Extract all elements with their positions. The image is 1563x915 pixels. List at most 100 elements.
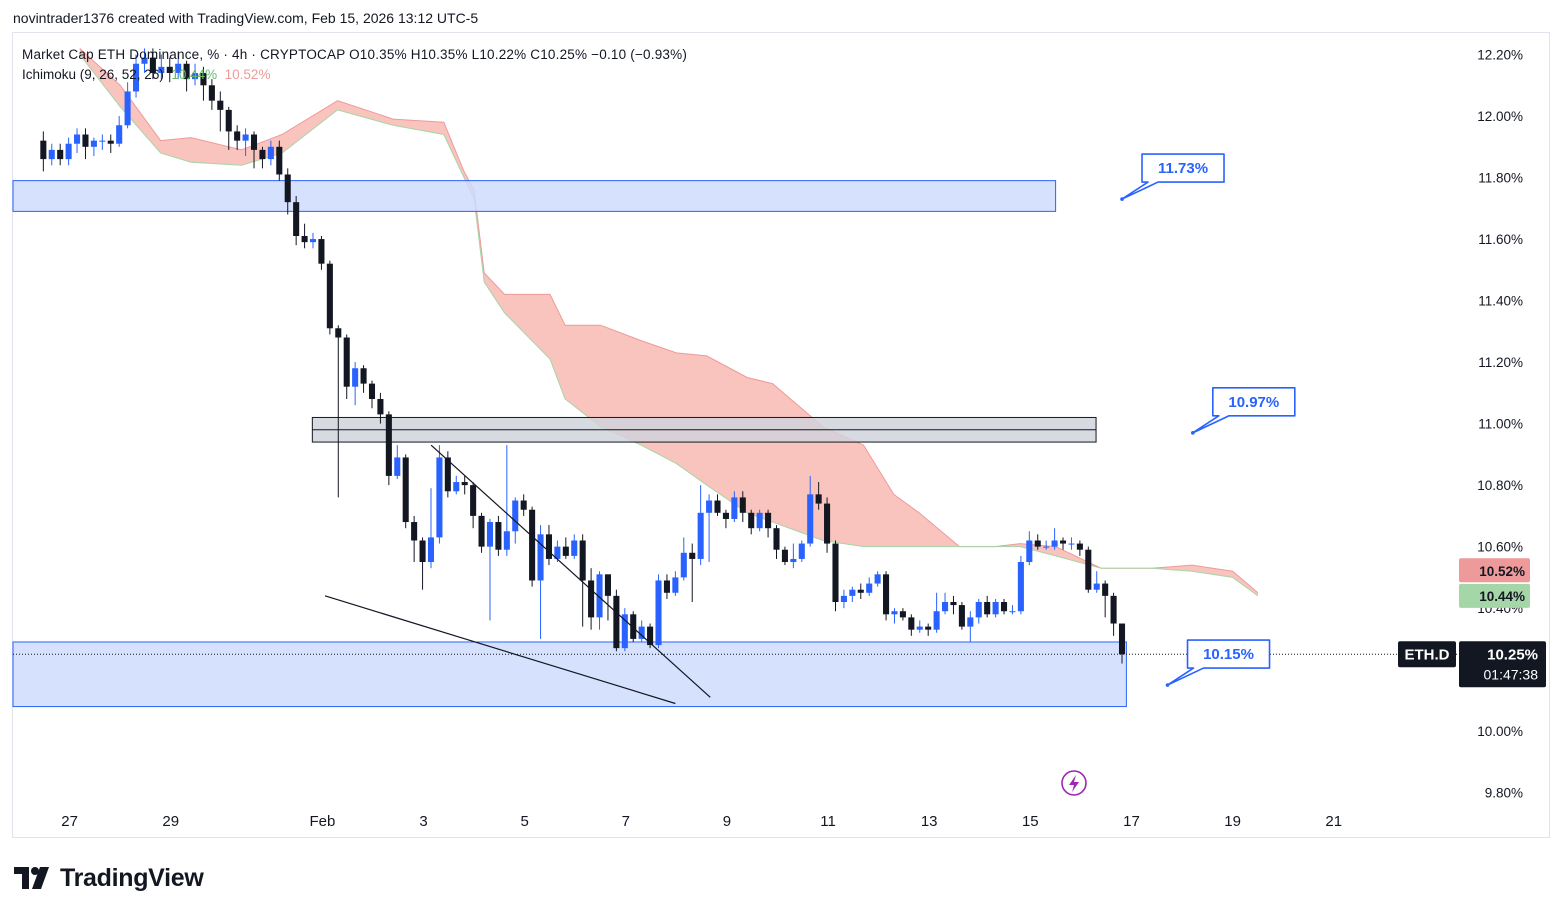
candle-body	[832, 543, 839, 603]
ichimoku-value-a: 10.44%	[171, 67, 218, 82]
candle	[579, 534, 586, 627]
x-tick-label: 5	[521, 813, 529, 830]
candle	[596, 571, 603, 630]
y-tick-label: 11.60%	[1478, 232, 1523, 247]
candle	[899, 608, 906, 621]
candle-body	[411, 522, 418, 541]
candle	[773, 525, 780, 559]
candle	[588, 568, 595, 630]
y-tick-label: 10.60%	[1477, 540, 1523, 555]
candle-body	[571, 540, 578, 556]
candle	[158, 54, 165, 80]
candle-body	[48, 149, 55, 160]
candle-body	[1043, 546, 1050, 548]
candle-body	[175, 63, 182, 73]
tradingview-logo[interactable]: TradingView	[14, 864, 204, 892]
candle-body	[394, 457, 401, 476]
x-tick-label: 9	[723, 813, 731, 830]
candle-body	[124, 91, 131, 126]
ichimoku-span-a-line	[79, 48, 1259, 594]
candle-body	[352, 368, 359, 387]
x-tick-label: 13	[921, 813, 938, 830]
candle-body	[1076, 543, 1083, 550]
candle	[798, 540, 805, 563]
callouts-layer[interactable]: 11.73% 10.97% 10.15%	[1120, 153, 1296, 687]
candle	[840, 589, 847, 609]
candle	[1059, 537, 1067, 550]
candle-body	[824, 503, 831, 544]
candle-body	[309, 239, 317, 243]
symbol-tag-box	[1398, 641, 1456, 668]
candle	[200, 66, 207, 101]
price-callout[interactable]: 11.73%	[1120, 153, 1225, 201]
candle-body	[208, 85, 215, 101]
candle-body	[1093, 583, 1100, 590]
candle-body	[874, 574, 881, 584]
x-tick-label: 27	[61, 813, 78, 830]
candle-body	[866, 583, 873, 593]
candle	[672, 571, 679, 596]
candle-body	[630, 614, 637, 639]
candle	[722, 509, 729, 529]
candle	[849, 586, 856, 603]
candle	[520, 494, 527, 516]
wedge-upper-line[interactable]	[430, 444, 711, 698]
candle-body	[133, 63, 140, 92]
candle-body	[495, 522, 502, 550]
candle	[647, 623, 654, 649]
candle-body	[1034, 540, 1041, 547]
x-tick-label: 15	[1022, 813, 1039, 830]
candle	[562, 537, 569, 559]
candle	[166, 57, 173, 83]
callout-text: 11.73%	[1158, 160, 1208, 177]
candle	[807, 475, 814, 547]
candle-body	[798, 543, 805, 559]
candle-body	[149, 57, 156, 73]
candle-body	[579, 540, 586, 581]
candle	[815, 482, 822, 510]
candles-layer	[40, 48, 1126, 664]
candle-body	[200, 72, 207, 86]
candle	[1026, 531, 1033, 566]
candle	[638, 620, 645, 642]
candle-body	[1059, 540, 1067, 544]
chart-frame	[12, 32, 1550, 838]
candle	[368, 380, 376, 409]
candle	[689, 543, 696, 603]
x-tick-label: 21	[1325, 813, 1342, 830]
candle	[486, 518, 494, 621]
candle	[908, 614, 915, 636]
candle	[731, 491, 738, 523]
price-callout[interactable]: 10.97%	[1191, 387, 1296, 435]
candle-body	[486, 522, 494, 547]
candle-body	[1102, 583, 1109, 596]
candle	[149, 48, 156, 80]
wedge-lower-line[interactable]	[324, 595, 676, 705]
candle-body	[158, 66, 165, 73]
candle	[950, 595, 957, 615]
candle-body	[368, 383, 376, 400]
candle-body	[992, 602, 999, 615]
event-marker[interactable]	[1061, 770, 1087, 796]
candle-body	[773, 528, 780, 550]
candle-body	[680, 552, 687, 578]
candle-body	[604, 574, 611, 596]
candle	[1017, 555, 1024, 615]
candle-body	[815, 494, 822, 504]
candle	[470, 482, 477, 529]
candle	[613, 589, 620, 652]
x-axis[interactable]: 27 29 Feb 3 5 7 9 11 13 15 17 19 21	[61, 813, 1342, 830]
candle-body	[621, 614, 628, 649]
candle	[1076, 540, 1083, 556]
price-callout[interactable]: 10.15%	[1165, 639, 1271, 687]
callout-text: 10.15%	[1203, 646, 1254, 663]
y-axis[interactable]: 12.20% 12.00% 11.80% 11.60% 11.40% 11.20% 11.0…	[1477, 48, 1523, 801]
candle	[293, 196, 300, 246]
candle	[866, 577, 873, 596]
chart-legend[interactable]: Market Cap ETH Dominance, % · 4h · CRYPT…	[22, 45, 687, 85]
ichimoku-a-price-box	[1459, 558, 1530, 583]
candle-body	[116, 125, 123, 144]
candle-body	[899, 611, 906, 618]
candle-body	[857, 589, 864, 593]
